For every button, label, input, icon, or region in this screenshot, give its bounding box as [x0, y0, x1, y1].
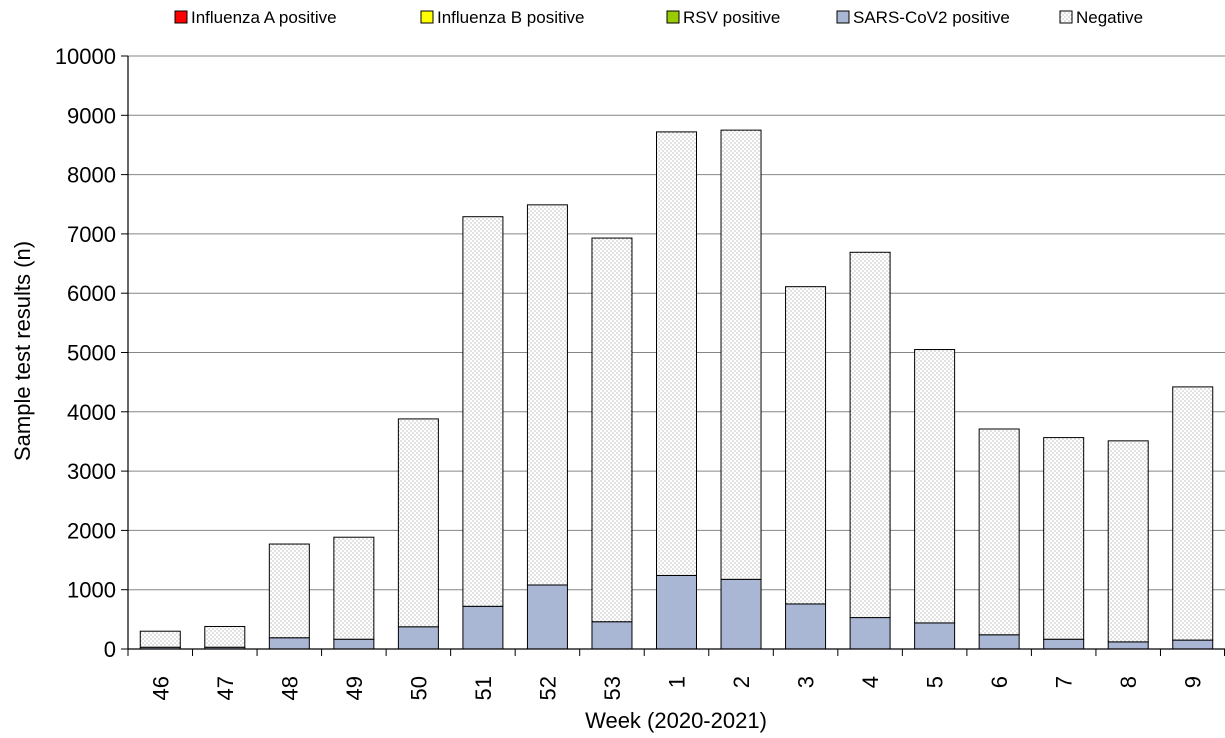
x-tick-label: 3 — [794, 676, 819, 688]
bar-negative-week-1 — [656, 131, 697, 576]
legend-label-negative: Negative — [1076, 8, 1143, 27]
bar-sars-cov2-positive-week-6 — [978, 634, 1020, 650]
legend: Influenza A positive Influenza B positive… — [174, 8, 1143, 27]
bar-negative-week-7 — [1043, 437, 1085, 640]
x-tick-label: 48 — [277, 676, 302, 700]
x-tick-label: 1 — [665, 676, 690, 688]
bar-negative-week-49 — [333, 536, 375, 640]
bar-sars-cov2-positive-week-5 — [914, 622, 956, 650]
bar-sars-cov2-positive-week-4 — [849, 617, 891, 650]
bar-negative-week-4 — [849, 251, 891, 619]
legend-swatch-influenza-b-positive — [420, 10, 434, 24]
legend-swatch-influenza-a-positive — [174, 10, 188, 24]
legend-label-influenza-b-positive: Influenza B positive — [437, 8, 584, 27]
x-tick-label: 8 — [1116, 676, 1141, 688]
axes — [127, 56, 1225, 656]
bar-negative-week-50 — [397, 418, 439, 628]
bar-negative-week-51 — [462, 216, 504, 607]
x-tick-label: 9 — [1181, 676, 1206, 688]
bar-sars-cov2-positive-week-52 — [526, 584, 568, 650]
y-tick-label: 1000 — [67, 578, 116, 603]
x-tick-label: 46 — [148, 676, 173, 700]
bar-sars-cov2-positive-week-53 — [591, 621, 633, 650]
bar-sars-cov2-positive-week-8 — [1107, 641, 1149, 650]
bar-sars-cov2-positive-week-49 — [333, 638, 375, 650]
bar-negative-week-3 — [785, 286, 827, 605]
bar-negative-week-47 — [204, 625, 246, 648]
x-tick-label: 5 — [923, 676, 948, 688]
bars-group — [139, 129, 1214, 650]
bar-sars-cov2-positive-week-7 — [1043, 638, 1085, 650]
bar-sars-cov2-positive-week-1 — [656, 574, 697, 650]
y-tick-label: 7000 — [67, 222, 116, 247]
bar-negative-week-53 — [591, 237, 633, 623]
x-tick-label: 6 — [987, 676, 1012, 688]
x-tick-label: 50 — [406, 676, 431, 700]
y-tick-label: 9000 — [67, 103, 116, 128]
y-tick-label: 3000 — [67, 459, 116, 484]
x-axis-title: Week (2020-2021) — [585, 708, 767, 733]
x-tick-label: 47 — [213, 676, 238, 700]
bar-sars-cov2-positive-week-51 — [462, 605, 504, 650]
bar-negative-week-6 — [978, 428, 1020, 636]
bar-negative-week-8 — [1107, 440, 1149, 643]
y-tick-label: 8000 — [67, 163, 116, 188]
bar-sars-cov2-positive-week-9 — [1172, 639, 1214, 650]
x-tick-label: 53 — [600, 676, 625, 700]
legend-swatch-sars-cov2-positive — [836, 10, 850, 24]
x-tick-label: 49 — [342, 676, 367, 700]
bar-negative-week-2 — [720, 129, 762, 580]
x-tick-labels: 46 47 48 49 50 51 52 53 1 2 3 4 5 6 7 8 9 — [148, 676, 1205, 700]
bar-negative-week-5 — [914, 349, 956, 624]
x-tick-label: 52 — [535, 676, 560, 700]
legend-swatch-negative — [1059, 10, 1073, 24]
y-axis-title: Sample test results (n) — [10, 241, 35, 461]
bar-negative-week-52 — [526, 204, 568, 586]
bar-negative-week-48 — [268, 543, 310, 639]
bar-negative-week-9 — [1172, 386, 1214, 641]
y-tick-label: 0 — [104, 637, 116, 662]
x-tick-label: 7 — [1052, 676, 1077, 688]
legend-label-rsv-positive: RSV positive — [683, 8, 780, 27]
y-tick-label: 6000 — [67, 281, 116, 306]
legend-label-sars-cov2-positive: SARS-CoV2 positive — [853, 8, 1010, 27]
legend-swatch-rsv-positive — [666, 10, 680, 24]
y-tick-label: 2000 — [67, 518, 116, 543]
y-tick-label: 4000 — [67, 400, 116, 425]
bar-sars-cov2-positive-week-3 — [785, 603, 827, 650]
bar-negative-week-46 — [139, 630, 181, 648]
y-tick-label: 10000 — [55, 44, 116, 69]
x-tick-label: 51 — [471, 676, 496, 700]
bar-sars-cov2-positive-week-48 — [268, 637, 310, 650]
x-tick-label: 4 — [858, 676, 883, 688]
bar-sars-cov2-positive-week-50 — [397, 626, 439, 650]
y-tick-labels: 0 1000 2000 3000 4000 5000 6000 7000 8000 9000 100… — [55, 44, 116, 662]
x-tick-label: 2 — [729, 676, 754, 688]
legend-label-influenza-a-positive: Influenza A positive — [191, 8, 337, 27]
bar-sars-cov2-positive-week-2 — [720, 578, 762, 650]
y-tick-label: 5000 — [67, 341, 116, 366]
